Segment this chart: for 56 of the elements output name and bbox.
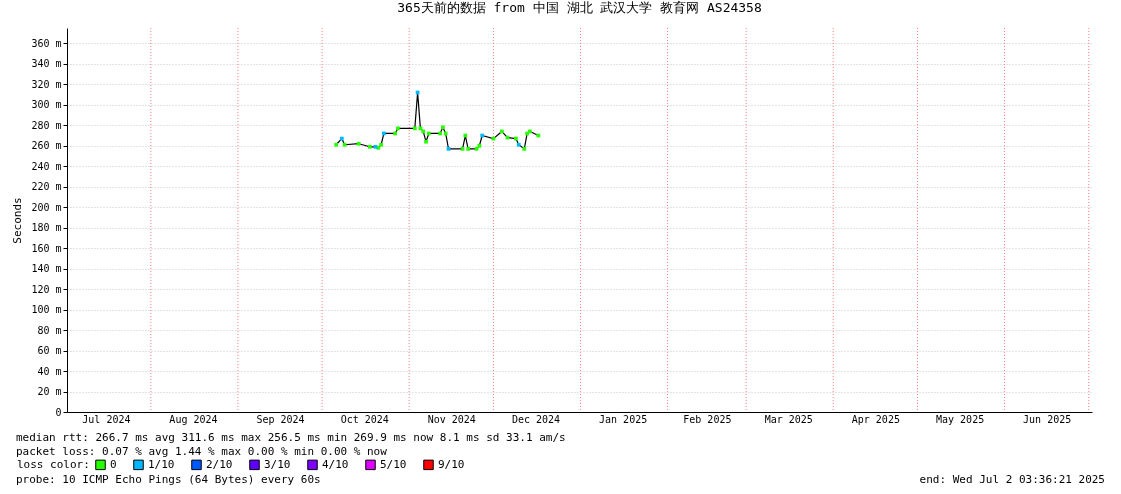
legend-label: 5/10 xyxy=(380,457,407,471)
point xyxy=(356,141,361,146)
y-tick-label: 220 m xyxy=(31,181,62,193)
y-tick-label: 100 m xyxy=(31,304,62,316)
y-tick-label: 360 m xyxy=(31,37,62,49)
text: packet loss: 0.07 % avg 1.44 % max 0.00 % min 0.00 % now xyxy=(16,445,388,458)
y-axis-title: Seconds xyxy=(11,197,25,244)
x-tick-label: Jan 2025 xyxy=(599,413,648,425)
y-tick-label: 0 xyxy=(55,406,62,418)
point xyxy=(334,142,339,147)
point xyxy=(516,142,521,147)
legend-label: 3/10 xyxy=(264,457,291,471)
y-tick-label: 300 m xyxy=(31,99,62,111)
point xyxy=(368,144,372,149)
x-tick-label: May 2025 xyxy=(936,413,985,425)
x-tick-label: Nov 2024 xyxy=(427,413,476,425)
legend-label: 2/10 xyxy=(206,457,233,471)
legend-label: 4/10 xyxy=(322,457,349,471)
y-tick-label: 40 m xyxy=(37,365,62,377)
y-tick-label: 260 m xyxy=(31,140,62,152)
point xyxy=(441,125,445,130)
legend-label: 0 xyxy=(110,457,117,471)
x-tick-label: Feb 2025 xyxy=(683,413,732,425)
x-tick-label: Aug 2024 xyxy=(169,413,218,425)
point xyxy=(424,139,428,144)
legend-label: 1/10 xyxy=(148,457,175,471)
y-tick-label: 320 m xyxy=(31,78,62,90)
point xyxy=(412,126,417,131)
y-tick-label: 160 m xyxy=(31,242,62,254)
y-tick-label: 280 m xyxy=(31,119,62,131)
x-tick-label: Sep 2024 xyxy=(256,413,305,425)
line-series xyxy=(335,91,539,150)
y-tick-label: 120 m xyxy=(31,283,62,295)
x-tick-label: Jul 2024 xyxy=(82,413,131,425)
text: probe: 10 ICMP Echo Pings (64 Bytes) every 60s xyxy=(16,473,321,486)
point xyxy=(466,146,471,151)
y-tick-label: 140 m xyxy=(31,263,62,275)
point xyxy=(396,126,400,131)
chart-title: 365天前的数据 from 中国 湖北 武汉大学 教育网 AS24358 xyxy=(397,0,762,15)
legend-label: 9/10 xyxy=(438,457,465,471)
legend-title: loss color: xyxy=(17,458,90,471)
x-tick-label: Oct 2024 xyxy=(340,413,389,425)
y-tick-label: 80 m xyxy=(37,324,62,336)
y-tick-label: 20 m xyxy=(37,386,62,398)
y-tick-label: 180 m xyxy=(31,222,62,234)
x-tick-label: Mar 2025 xyxy=(764,413,813,425)
text: end: Wed Jul 2 03:36:21 2025 xyxy=(919,473,1105,486)
x-tick-label: Dec 2024 xyxy=(511,413,561,425)
x-tick-label: Apr 2025 xyxy=(851,413,900,425)
y-tick-label: 340 m xyxy=(31,58,62,70)
y-tick-label: 60 m xyxy=(37,345,62,357)
x-tick-label: Jun 2025 xyxy=(1023,413,1072,425)
point xyxy=(522,146,527,151)
text: median rtt: 266.7 ms avg 311.6 ms max 256.5 ms min 269.9 ms now 8.1 ms sd 33.1 am/s xyxy=(16,431,566,444)
y-tick-label: 240 m xyxy=(31,160,62,172)
y-tick-label: 200 m xyxy=(31,201,62,213)
